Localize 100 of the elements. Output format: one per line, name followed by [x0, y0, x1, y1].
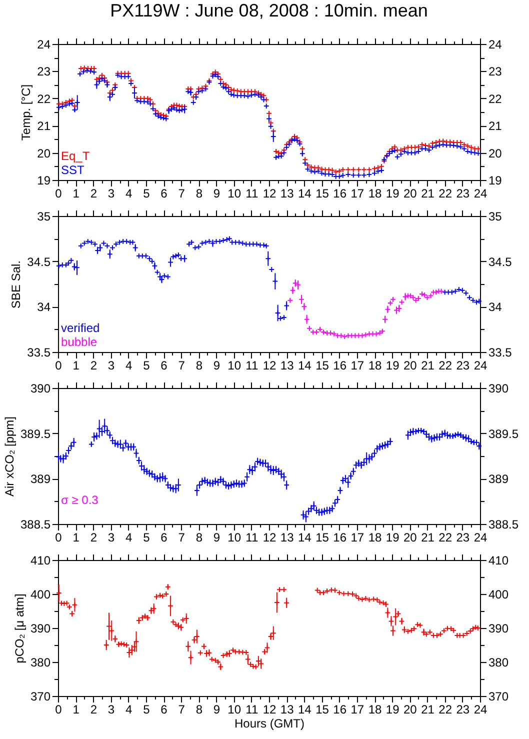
x-tick-label: 13 — [280, 358, 294, 372]
x-tick-label: 17 — [350, 702, 364, 716]
x-tick-label: 24 — [474, 358, 488, 372]
x-tick-label: 19 — [386, 358, 400, 372]
y-tick-label: 400 — [30, 588, 51, 602]
y-tick-label: 389 — [30, 472, 51, 486]
chart-title: PX119W : June 08, 2008 : 10min. mean — [110, 0, 428, 20]
y-tick-label: 390 — [30, 382, 51, 396]
x-tick-label: 17 — [350, 186, 364, 200]
y-tick-label: 410 — [30, 554, 51, 568]
y-tick-label: 21 — [37, 119, 51, 134]
x-tick-label: 11 — [246, 530, 258, 544]
x-tick-label: 6 — [160, 530, 168, 544]
x-tick-label: 18 — [368, 702, 382, 716]
point — [416, 296, 422, 302]
x-tick-label: 9 — [213, 358, 220, 372]
x-tick-label: 2 — [90, 530, 98, 544]
point — [352, 332, 358, 339]
x-tick-label: 24 — [474, 702, 488, 716]
x-tick-label: 4 — [125, 186, 132, 200]
x-tick-label: 7 — [178, 702, 186, 716]
x-tick-label: 3 — [108, 530, 115, 544]
y2-tick-label: 389 — [488, 472, 509, 486]
x-tick-label: 9 — [213, 186, 220, 200]
x-tick-label: 16 — [333, 702, 347, 716]
x-tick-label: 21 — [421, 530, 435, 544]
x-tick-label: 19 — [386, 702, 400, 716]
y-tick-label: 19 — [37, 174, 51, 188]
x-tick-label: 17 — [350, 358, 364, 372]
y-tick-label: 34.5 — [27, 254, 51, 269]
y2-tick-label: 410 — [488, 554, 509, 568]
x-tick-label: 15 — [316, 702, 330, 716]
x-tick-label: 1 — [72, 358, 80, 372]
y-axis-title: Air xCO₂ [ppm] — [2, 416, 16, 497]
point — [422, 292, 428, 298]
x-tick-label: 3 — [108, 186, 115, 200]
point — [356, 332, 362, 339]
y2-tick-label: 24 — [488, 38, 502, 52]
y-tick-label: 24 — [37, 38, 51, 52]
x-tick-label: 20 — [403, 702, 418, 716]
point — [433, 289, 439, 296]
x-tick-label: 23 — [456, 358, 470, 372]
x-tick-label: 1 — [72, 530, 80, 544]
x-tick-label: 7 — [178, 186, 186, 200]
y-tick-label: 22 — [37, 92, 51, 106]
x-tick-label: 14 — [298, 186, 312, 200]
y-tick-label: 35 — [37, 210, 51, 224]
point — [338, 332, 344, 339]
x-tick-label: 3 — [108, 358, 115, 372]
y2-tick-label: 35 — [488, 210, 502, 224]
x-tick-label: 2 — [90, 186, 98, 200]
x-tick-label: 10 — [228, 702, 242, 716]
x-tick-label: 15 — [316, 186, 330, 200]
x-tick-label: 8 — [196, 530, 203, 544]
x-tick-label: 5 — [143, 186, 150, 200]
x-tick-label: 5 — [143, 358, 150, 372]
x-tick-label: 23 — [456, 702, 470, 716]
x-tick-label: 0 — [55, 358, 62, 372]
y2-tick-label: 20 — [488, 146, 502, 160]
y2-tick-label: 380 — [488, 656, 509, 670]
point — [419, 291, 425, 297]
x-tick-label: 21 — [421, 702, 435, 716]
x-tick-label: 11 — [246, 358, 258, 372]
point — [348, 332, 355, 339]
x-tick-label: 24 — [474, 530, 488, 544]
x-tick-label: 21 — [421, 358, 435, 372]
x-tick-label: 21 — [421, 186, 435, 200]
point — [317, 326, 323, 332]
x-tick-label: 9 — [213, 702, 220, 716]
x-tick-label: 24 — [474, 186, 488, 200]
y2-tick-label: 34 — [488, 300, 502, 314]
point — [408, 292, 414, 299]
y2-tick-label: 21 — [488, 119, 502, 134]
point — [287, 297, 294, 304]
x-tick-label: 8 — [196, 186, 203, 200]
point — [370, 330, 376, 337]
x-tick-label: 0 — [55, 186, 62, 200]
y-tick-label: 388.5 — [20, 518, 51, 532]
text: verified — [61, 321, 100, 335]
x-tick-label: 4 — [125, 358, 132, 372]
x-tick-label: 14 — [298, 530, 312, 544]
y2-tick-label: 390 — [488, 382, 509, 396]
point — [359, 332, 366, 339]
x-tick-label: 13 — [280, 702, 294, 716]
x-tick-label: 4 — [125, 702, 132, 716]
x-tick-label: 10 — [228, 358, 242, 372]
x-tick-label: 3 — [108, 702, 115, 716]
x-tick-label: 5 — [143, 702, 150, 716]
x-tick-label: 8 — [196, 358, 203, 372]
y-axis-title: Temp. [°C] — [19, 84, 34, 141]
x-tick-label: 9 — [213, 530, 220, 544]
x-tick-label: 5 — [143, 530, 150, 544]
x-tick-label: 18 — [368, 358, 382, 372]
point — [320, 329, 326, 335]
text: bubble — [61, 335, 98, 349]
x-tick-label: 23 — [456, 530, 470, 544]
x-tick-label: 17 — [350, 530, 364, 544]
x-tick-label: 16 — [333, 530, 347, 544]
y-axis-title: pCO₂ [μ atm] — [12, 594, 26, 664]
text: SST — [61, 163, 86, 177]
